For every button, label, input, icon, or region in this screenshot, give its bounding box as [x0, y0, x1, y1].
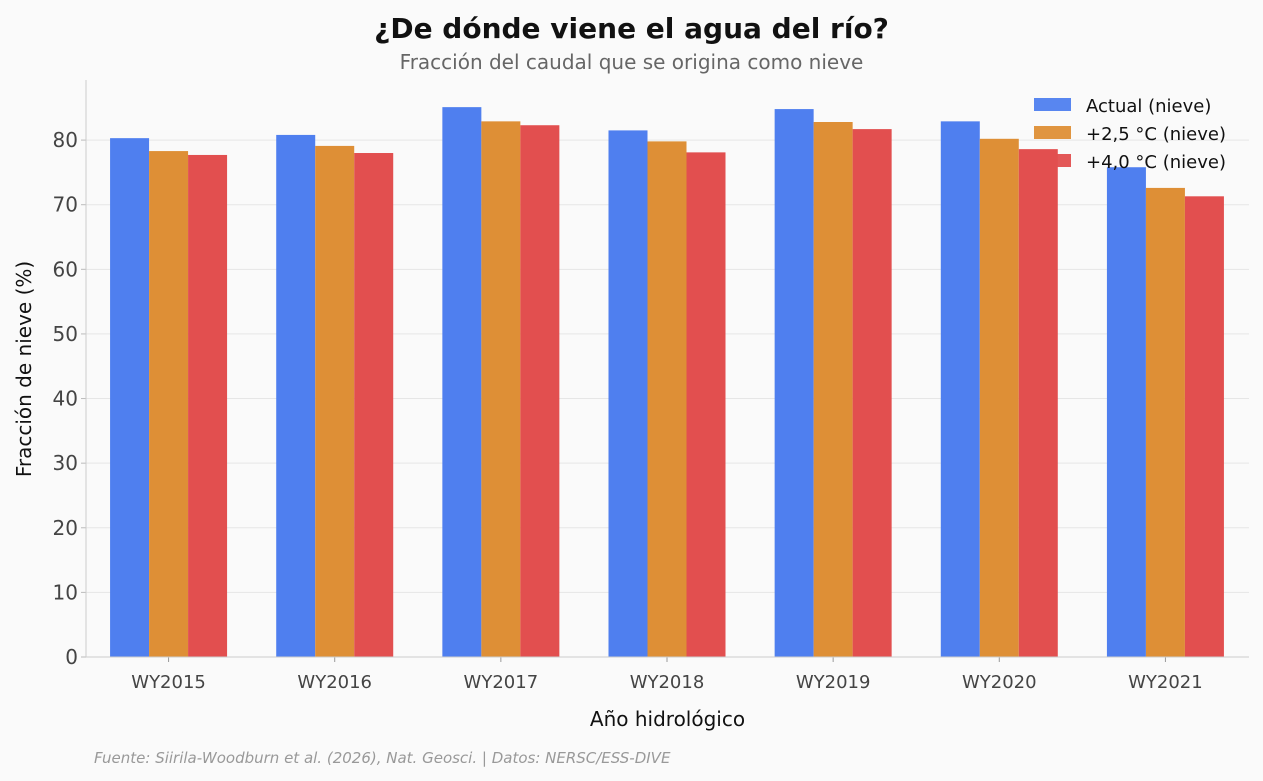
- y-tick-label: 10: [53, 580, 78, 604]
- bar-wy2020-s2: [1018, 149, 1058, 658]
- y-tick-label: 80: [53, 128, 78, 152]
- bar-wy2018-s1: [647, 141, 687, 657]
- bar-wy2015-s1: [149, 151, 189, 658]
- y-tick-label: 0: [65, 645, 78, 669]
- y-axis-label: Fracción de nieve (%): [12, 261, 36, 477]
- bar-wy2020-s0: [940, 121, 980, 658]
- x-tick-label: WY2019: [796, 672, 871, 693]
- legend-label: +4,0 °C (nieve): [1086, 152, 1226, 173]
- bar-wy2016-s0: [276, 134, 316, 657]
- bar-wy2016-s1: [315, 145, 355, 657]
- bar-wy2019-s1: [813, 121, 853, 657]
- bar-wy2015-s2: [188, 154, 228, 657]
- bar-wy2019-s2: [852, 129, 892, 657]
- x-tick-label: WY2018: [630, 672, 705, 693]
- legend-label: +2,5 °C (nieve): [1086, 124, 1226, 145]
- bar-wy2017-s2: [520, 125, 560, 658]
- bar-wy2017-s0: [442, 107, 482, 657]
- y-tick-label: 40: [53, 387, 78, 411]
- y-tick-label: 30: [53, 451, 78, 475]
- chart-title: ¿De dónde viene el agua del río?: [374, 12, 889, 45]
- legend-label: Actual (nieve): [1086, 96, 1211, 117]
- x-tick-label: WY2017: [464, 672, 539, 693]
- source-footer: Fuente: Siirila-Woodburn et al. (2026), …: [94, 749, 671, 767]
- chart-subtitle: Fracción del caudal que se origina como …: [399, 50, 864, 74]
- y-tick-label: 60: [53, 257, 78, 281]
- x-tick-label: WY2021: [1128, 672, 1203, 693]
- x-tick-label: WY2015: [131, 672, 206, 693]
- bar-wy2021-s2: [1184, 196, 1224, 657]
- bar-wy2018-s2: [686, 152, 726, 657]
- bar-wy2017-s1: [481, 121, 521, 658]
- bar-wy2016-s2: [354, 153, 394, 658]
- y-tick-label: 50: [53, 322, 78, 346]
- y-tick-label: 70: [53, 193, 78, 217]
- bar-wy2018-s0: [608, 130, 648, 657]
- bar-wy2019-s0: [774, 109, 814, 657]
- bar-wy2021-s1: [1145, 187, 1185, 657]
- y-tick-label: 20: [53, 516, 78, 540]
- legend-swatch: [1034, 126, 1071, 139]
- bar-wy2020-s1: [979, 138, 1019, 657]
- bar-wy2021-s0: [1106, 167, 1146, 657]
- legend-swatch: [1034, 98, 1071, 111]
- x-axis-label: Año hidrológico: [590, 707, 745, 731]
- x-tick-label: WY2016: [297, 672, 372, 693]
- legend-swatch: [1034, 154, 1071, 167]
- bar-wy2015-s0: [110, 138, 150, 658]
- x-tick-label: WY2020: [962, 672, 1037, 693]
